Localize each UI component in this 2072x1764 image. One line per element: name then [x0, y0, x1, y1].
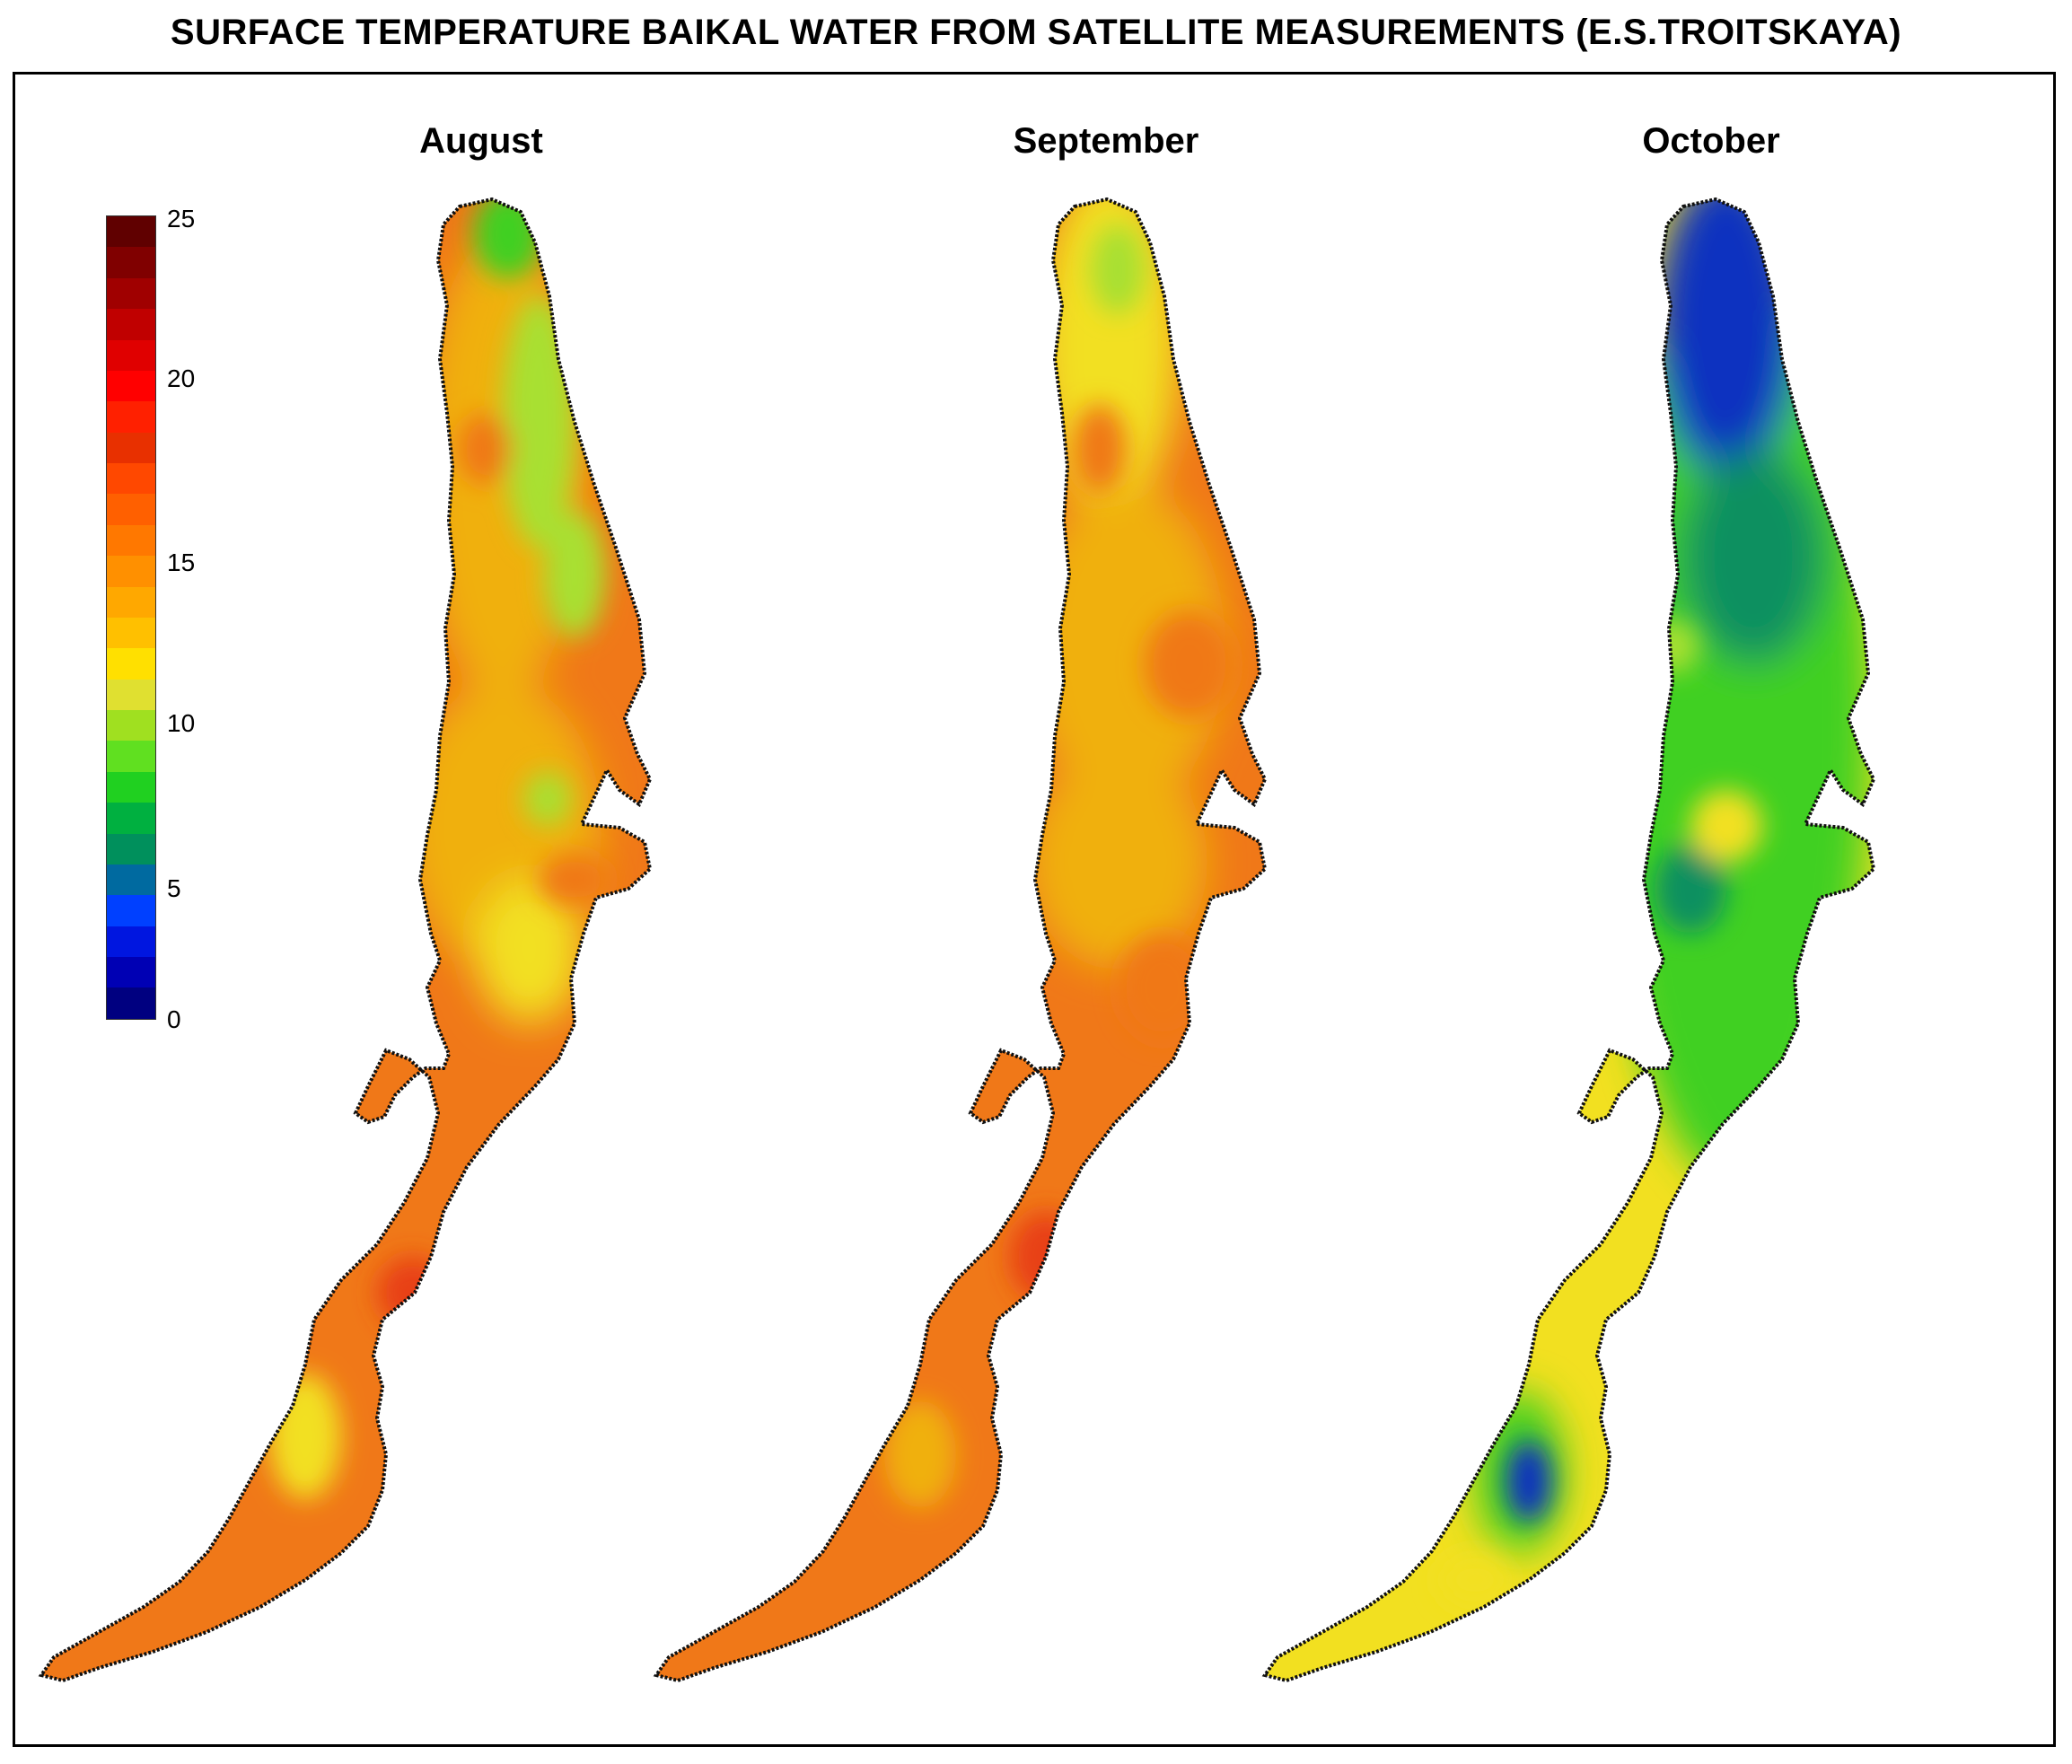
scale-band — [107, 987, 155, 1019]
legend-tick-25: 25 — [167, 205, 196, 233]
scale-band — [107, 833, 155, 864]
scale-band — [107, 957, 155, 988]
panel-label-august: August — [419, 121, 543, 161]
map-frame — [13, 72, 2056, 1747]
scale-band — [107, 586, 155, 618]
scale-band — [107, 741, 155, 772]
lake-map-october — [1263, 197, 1875, 1682]
scale-band — [107, 494, 155, 525]
scale-band — [107, 277, 155, 310]
scale-band — [107, 401, 155, 433]
panel-label-september: September — [1013, 121, 1199, 161]
legend-tick-10: 10 — [167, 709, 196, 737]
scale-band — [107, 895, 155, 926]
scale-band — [107, 556, 155, 587]
scale-band — [107, 463, 155, 495]
scale-band — [107, 771, 155, 803]
scale-band — [107, 216, 155, 248]
scale-band — [107, 710, 155, 742]
temperature-color-scale — [106, 215, 156, 1020]
scale-band — [107, 339, 155, 371]
scale-band — [107, 864, 155, 896]
scale-band — [107, 617, 155, 649]
scale-band — [107, 524, 155, 557]
scale-band — [107, 370, 155, 402]
scale-band — [107, 432, 155, 463]
scale-band — [107, 648, 155, 680]
panel-label-october: October — [1642, 121, 1780, 161]
scale-band — [107, 803, 155, 834]
scale-band — [107, 679, 155, 710]
legend-tick-15: 15 — [167, 549, 196, 576]
legend-tick-20: 20 — [167, 364, 196, 392]
scale-band — [107, 247, 155, 278]
scale-band — [107, 309, 155, 340]
scale-band — [107, 926, 155, 957]
lake-map-september — [654, 197, 1267, 1682]
map-title: SURFACE TEMPERATURE BAIKAL WATER FROM SA… — [170, 13, 1902, 52]
lake-map-august — [40, 197, 652, 1682]
legend-tick-5: 5 — [167, 874, 181, 902]
legend-tick-0: 0 — [167, 1005, 181, 1033]
